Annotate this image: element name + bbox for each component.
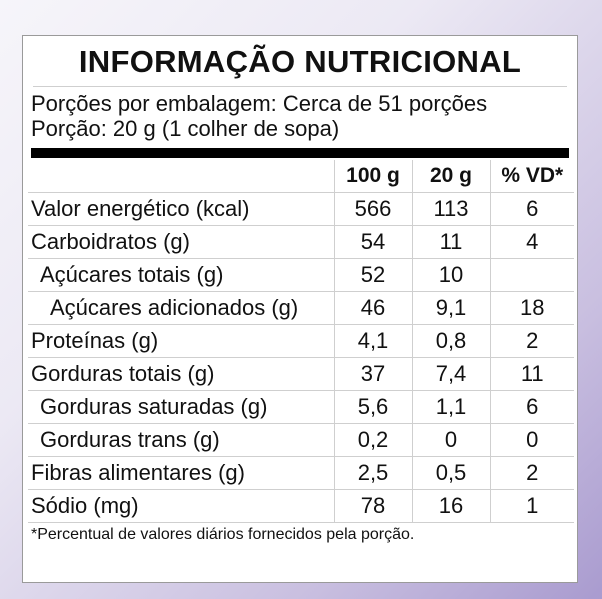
table-row: Valor energético (kcal) 566 113 6 (28, 192, 574, 226)
value-per-portion: 10 (411, 258, 490, 292)
table-row: Gorduras totais (g) 37 7,4 11 (28, 357, 574, 391)
value-per-portion: 9,1 (411, 291, 490, 325)
value-per-portion: 0 (411, 423, 490, 457)
table-row: Açúcares totais (g) 52 10 (28, 258, 574, 292)
value-daily-percent: 0 (489, 423, 574, 457)
value-per-100g: 566 (333, 192, 412, 226)
value-per-portion: 16 (411, 489, 490, 523)
nutrition-facts-label: INFORMAÇÃO NUTRICIONAL Porções por embal… (22, 35, 578, 583)
value-per-100g: 5,6 (333, 390, 412, 424)
nutrient-name: Proteínas (g) (28, 324, 334, 358)
nutrient-name: Fibras alimentares (g) (28, 456, 334, 490)
value-per-portion: 0,8 (411, 324, 490, 358)
column-header-portion: 20 g (411, 160, 490, 193)
table-row: Carboidratos (g) 54 11 4 (28, 225, 574, 259)
thick-divider (31, 148, 569, 158)
label-title: INFORMAÇÃO NUTRICIONAL (78, 44, 522, 79)
nutrient-name: Açúcares totais (g) (28, 258, 334, 292)
header-blank-cell (28, 160, 334, 193)
value-per-portion: 11 (411, 225, 490, 259)
table-row: Gorduras saturadas (g) 5,6 1,1 6 (28, 390, 574, 424)
nutrition-table: 100 g 20 g % VD* Valor energético (kcal)… (28, 160, 574, 523)
table-row: Fibras alimentares (g) 2,5 0,5 2 (28, 456, 574, 490)
nutrient-name: Valor energético (kcal) (28, 192, 334, 226)
servings-per-package: Porções por embalagem: Cerca de 51 porçõ… (31, 91, 488, 116)
value-per-portion: 1,1 (411, 390, 490, 424)
nutrient-name: Açúcares adicionados (g) (28, 291, 334, 325)
value-per-portion: 7,4 (411, 357, 490, 391)
table-row: Açúcares adicionados (g) 46 9,1 18 (28, 291, 574, 325)
serving-info: Porções por embalagem: Cerca de 51 porçõ… (31, 91, 487, 141)
column-header-100g: 100 g (333, 160, 412, 193)
table-row: Proteínas (g) 4,1 0,8 2 (28, 324, 574, 358)
value-daily-percent: 11 (489, 357, 574, 391)
value-per-100g: 78 (333, 489, 412, 523)
value-per-portion: 113 (411, 192, 490, 226)
table-row: Sódio (mg) 78 16 1 (28, 489, 574, 523)
table-row: Gorduras trans (g) 0,2 0 0 (28, 423, 574, 457)
column-header-dv: % VD* (489, 160, 574, 193)
nutrient-name: Carboidratos (g) (28, 225, 334, 259)
value-daily-percent (489, 258, 574, 292)
value-daily-percent: 2 (489, 324, 574, 358)
value-daily-percent: 6 (489, 390, 574, 424)
value-per-portion: 0,5 (411, 456, 490, 490)
value-per-100g: 54 (333, 225, 412, 259)
serving-size: Porção: 20 g (1 colher de sopa) (31, 116, 340, 141)
value-daily-percent: 18 (489, 291, 574, 325)
value-daily-percent: 1 (489, 489, 574, 523)
value-per-100g: 2,5 (333, 456, 412, 490)
value-daily-percent: 4 (489, 225, 574, 259)
value-per-100g: 0,2 (333, 423, 412, 457)
value-daily-percent: 6 (489, 192, 574, 226)
title-divider (33, 86, 567, 87)
value-daily-percent: 2 (489, 456, 574, 490)
footnote: *Percentual de valores diários fornecido… (31, 526, 415, 543)
value-per-100g: 37 (333, 357, 412, 391)
nutrient-name: Gorduras trans (g) (28, 423, 334, 457)
nutrient-name: Gorduras totais (g) (28, 357, 334, 391)
value-per-100g: 4,1 (333, 324, 412, 358)
value-per-100g: 52 (333, 258, 412, 292)
value-per-100g: 46 (333, 291, 412, 325)
nutrient-name: Gorduras saturadas (g) (28, 390, 334, 424)
nutrient-name: Sódio (mg) (28, 489, 334, 523)
table-header-row: 100 g 20 g % VD* (28, 160, 574, 193)
